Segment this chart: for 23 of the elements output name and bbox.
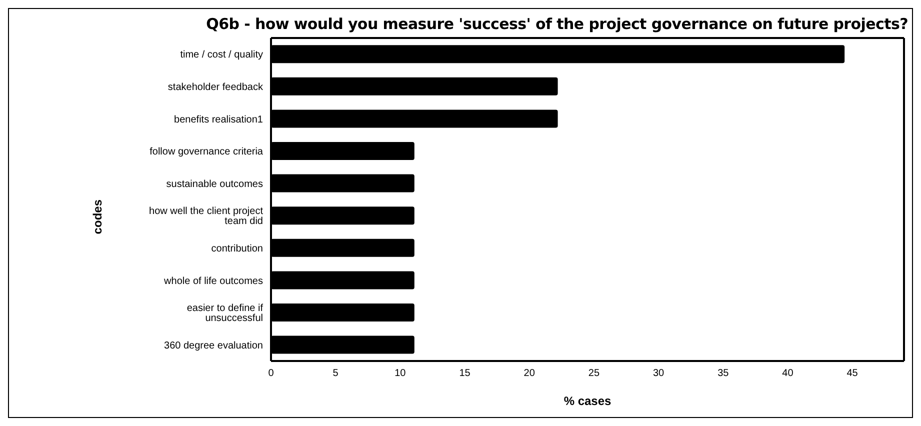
x-tick-label: 35: [718, 368, 730, 380]
y-tick-label: benefits realisation1: [174, 114, 264, 126]
y-tick-label: time / cost / quality: [180, 50, 263, 61]
x-tick-label: 40: [782, 368, 794, 380]
x-tick-label: 5: [332, 368, 339, 380]
x-tick-label: 10: [394, 368, 406, 380]
y-tick-label: 360 degree evaluation: [164, 340, 263, 352]
y-tick-label: stakeholder feedback: [168, 82, 264, 93]
y-tick-label: contribution: [211, 244, 263, 254]
y-axis-title: codes: [90, 199, 104, 234]
y-tick-label: follow governance criteria: [150, 146, 264, 158]
x-axis-title: % cases: [564, 394, 612, 408]
x-tick-label: 45: [846, 368, 858, 380]
x-tick-label: 15: [459, 368, 471, 380]
chart-title: Q6b - how would you measure 'success' of the project governance on future projects?: [205, 15, 909, 33]
x-tick-label: 20: [524, 368, 536, 380]
x-tick-label: 30: [652, 368, 665, 380]
y-tick-label: sustainable outcomes: [166, 178, 263, 190]
x-tick-label: 25: [588, 368, 600, 380]
y-tick-label: how well the client project team did: [149, 206, 264, 228]
y-tick-label: whole of life outcomes: [163, 276, 263, 287]
x-tick-label: 0: [268, 368, 274, 380]
y-tick-label: easier to define if unsuccessful: [186, 303, 264, 324]
